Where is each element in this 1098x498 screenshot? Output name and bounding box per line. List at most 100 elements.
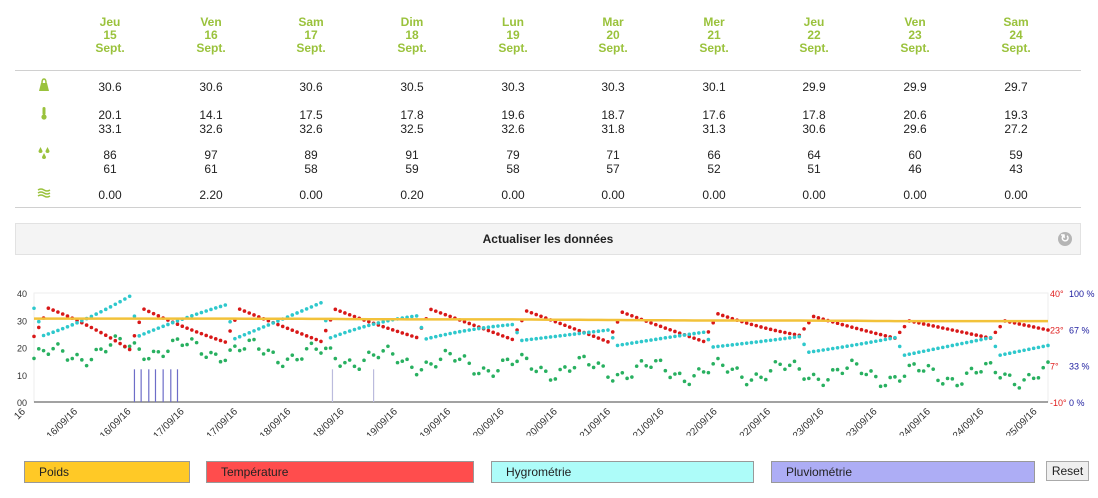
series-hygrometrie-point xyxy=(213,306,218,310)
series-green-point xyxy=(199,352,204,356)
series-hygrometrie-point xyxy=(811,349,816,354)
series-temperature-point xyxy=(563,323,567,328)
series-green-point xyxy=(290,353,295,357)
series-temperature-point xyxy=(1046,328,1050,332)
legend-toggle-temperature[interactable]: Température xyxy=(206,461,474,483)
forecast-cell: 31.8 xyxy=(601,122,625,136)
series-temperature-point xyxy=(118,341,122,346)
series-hygrometrie-point xyxy=(99,309,103,314)
series-temperature-point xyxy=(237,307,242,311)
legend-label: Hygrométrie xyxy=(506,465,572,479)
y-tick-label: 40 xyxy=(17,289,27,299)
series-hygrometrie-point xyxy=(979,337,983,342)
series-hygrometrie-point xyxy=(864,341,869,345)
series-hygrometrie-point xyxy=(127,294,132,299)
series-hygrometrie-point xyxy=(797,334,802,339)
series-hygrometrie-point xyxy=(319,301,323,305)
series-temperature-point xyxy=(534,312,539,317)
reset-zoom-button[interactable]: Reset xyxy=(1046,461,1089,481)
series-green-point xyxy=(921,369,926,373)
series-green-point xyxy=(304,346,309,351)
weight-icon xyxy=(37,78,51,92)
series-hygrometrie-point xyxy=(46,332,51,336)
day-name: Sam xyxy=(298,15,324,29)
series-temperature-point xyxy=(209,335,213,339)
series-hygrometrie-point xyxy=(347,329,352,333)
series-hygrometrie-point xyxy=(735,342,739,347)
series-green-point xyxy=(127,344,132,349)
day-date: 21 xyxy=(707,28,721,42)
refresh-data-button[interactable]: Actualiser les données ↻ xyxy=(15,223,1081,255)
series-hygrometrie-point xyxy=(1041,344,1046,349)
series-temperature-point xyxy=(874,331,878,336)
series-temperature-point xyxy=(410,334,414,338)
forecast-cell: 0.00 xyxy=(299,188,323,202)
day-date: 18 xyxy=(405,28,419,42)
series-green-point xyxy=(170,338,175,343)
series-hygrometrie-point xyxy=(1012,350,1017,355)
series-hygrometrie-point xyxy=(510,322,515,327)
forecast-cell: 59 xyxy=(1009,148,1023,162)
series-hygrometrie-point xyxy=(433,334,438,339)
refresh-icon[interactable]: ↻ xyxy=(1058,232,1072,246)
series-temperature-point xyxy=(663,326,668,330)
series-green-point xyxy=(1027,372,1031,377)
series-temperature-point xyxy=(146,309,151,314)
series-hygrometrie-point xyxy=(132,314,137,318)
series-temperature-point xyxy=(897,330,902,335)
series-green-point xyxy=(252,337,256,342)
series-green-point xyxy=(70,356,75,361)
series-temperature-point xyxy=(625,312,629,316)
series-temperature-point xyxy=(448,314,452,319)
series-hygrometrie-point xyxy=(615,343,620,348)
series-green-point xyxy=(357,367,362,371)
series-hygrometrie-point xyxy=(1036,345,1041,350)
series-hygrometrie-point xyxy=(577,331,582,336)
series-green-point xyxy=(376,355,381,360)
series-green-point xyxy=(893,375,897,379)
series-green-point xyxy=(596,361,601,365)
series-temperature-point xyxy=(285,326,290,331)
series-green-point xyxy=(218,359,223,364)
series-temperature-point xyxy=(123,344,127,349)
series-hygrometrie-point xyxy=(663,336,668,340)
series-temperature-point xyxy=(381,324,385,329)
series-temperature-point xyxy=(658,324,663,329)
legend-toggle-hygrometrie[interactable]: Hygrométrie xyxy=(491,461,754,483)
series-hygrometrie-point xyxy=(582,331,586,335)
x-tick-label: 23/09/16 xyxy=(791,406,827,436)
series-temperature-point xyxy=(472,323,476,328)
series-green-point xyxy=(295,357,299,362)
series-green-point xyxy=(328,346,333,350)
legend-toggle-pluviometrie[interactable]: Pluviométrie xyxy=(771,461,1035,483)
series-green-point xyxy=(539,365,543,370)
series-green-point xyxy=(725,370,730,374)
x-tick-label: 20/09/16 xyxy=(525,406,561,436)
series-temperature-point xyxy=(56,310,60,314)
forecast-cell: 52 xyxy=(707,162,721,176)
series-temperature-point xyxy=(252,313,256,317)
series-green-point xyxy=(735,366,739,370)
series-temperature-point xyxy=(677,331,682,335)
series-hygrometrie-point xyxy=(32,306,36,311)
series-hygrometrie-point xyxy=(170,320,175,325)
forecast-cell: 29.9 xyxy=(903,80,927,94)
forecast-cell: 46 xyxy=(908,162,922,176)
x-tick-label: 19/09/16 xyxy=(418,406,454,436)
day-name: Jeu xyxy=(803,15,825,29)
forecast-cell: 29.6 xyxy=(903,122,927,136)
series-temperature-point xyxy=(500,334,505,338)
forecast-day-header: Sam 24 Sept. xyxy=(966,16,1066,55)
day-month: Sept. xyxy=(296,41,326,55)
series-temperature-point xyxy=(343,311,347,315)
day-month: Sept. xyxy=(699,41,729,55)
series-temperature-point xyxy=(816,316,821,320)
legend-toggle-poids[interactable]: Poids xyxy=(24,461,190,483)
series-temperature-point xyxy=(467,321,472,326)
forecast-cell: 58 xyxy=(304,162,318,176)
series-hygrometrie-point xyxy=(907,352,912,356)
y-tick-label: 10 xyxy=(17,371,27,381)
series-green-point xyxy=(720,363,725,368)
series-hygrometrie-point xyxy=(367,323,371,328)
series-hygrometrie-point xyxy=(802,342,806,347)
